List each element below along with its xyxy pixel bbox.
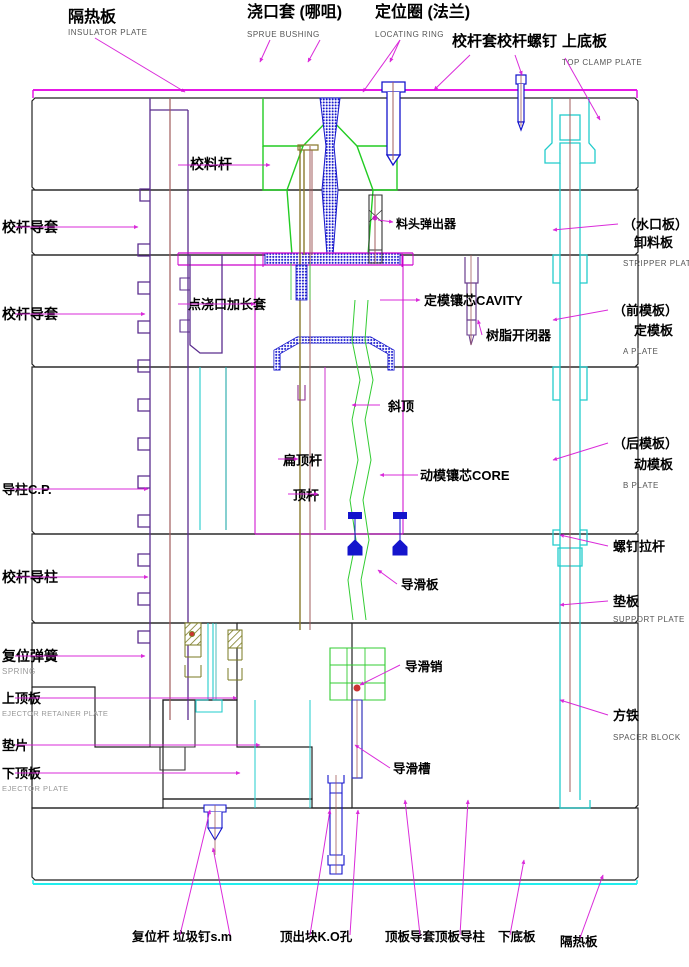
svg-text:树脂开闭器: 树脂开闭器 — [486, 328, 552, 343]
svg-text:STRIPPER PLATE: STRIPPER PLATE — [623, 259, 689, 268]
svg-text:定模镶芯CAVITY: 定模镶芯CAVITY — [423, 293, 523, 308]
svg-text:TOP CLAMP PLATE: TOP CLAMP PLATE — [562, 58, 642, 67]
svg-text:下底板: 下底板 — [498, 929, 536, 944]
svg-text:LOCATING RING: LOCATING RING — [375, 30, 444, 39]
svg-text:导滑板: 导滑板 — [401, 577, 439, 592]
svg-text:EJECTOR RETAINER PLATE: EJECTOR RETAINER PLATE — [2, 709, 108, 718]
svg-text:垫板: 垫板 — [613, 594, 640, 609]
svg-text:方铁: 方铁 — [613, 708, 639, 723]
svg-text:动模板: 动模板 — [634, 457, 674, 472]
svg-text:上底板: 上底板 — [562, 32, 608, 50]
svg-text:B PLATE: B PLATE — [623, 481, 659, 490]
svg-text:复位杆 垃圾钉s.m: 复位杆 垃圾钉s.m — [131, 929, 232, 944]
svg-text:导滑槽: 导滑槽 — [393, 761, 431, 776]
svg-text:顶板导套顶板导柱: 顶板导套顶板导柱 — [385, 929, 486, 944]
svg-text:定模板: 定模板 — [633, 323, 674, 338]
svg-text:SPRING: SPRING — [2, 667, 36, 676]
svg-text:料头弹出器: 料头弹出器 — [396, 216, 457, 231]
svg-text:斜顶: 斜顶 — [387, 399, 414, 414]
svg-text:浇口套 (哪咀): 浇口套 (哪咀) — [247, 2, 342, 21]
svg-text:（前模板）: （前模板） — [613, 303, 678, 318]
svg-text:校料杆: 校料杆 — [190, 156, 232, 172]
svg-text:A PLATE: A PLATE — [623, 347, 658, 356]
svg-text:INSULATOR PLATE: INSULATOR PLATE — [68, 28, 148, 37]
svg-text:隔热板: 隔热板 — [68, 7, 117, 26]
svg-text:SUPPORT PLATE: SUPPORT PLATE — [613, 615, 685, 624]
svg-text:校杆套: 校杆套 — [452, 32, 498, 50]
svg-text:卸料板: 卸料板 — [634, 235, 674, 250]
svg-text:导滑销: 导滑销 — [405, 659, 443, 674]
svg-text:顶出块K.O孔: 顶出块K.O孔 — [280, 929, 353, 944]
svg-text:（水口板）: （水口板） — [623, 217, 688, 232]
svg-text:隔热板: 隔热板 — [560, 934, 598, 949]
svg-text:校杆螺钉: 校杆螺钉 — [497, 32, 557, 50]
svg-text:螺钉拉杆: 螺钉拉杆 — [613, 539, 665, 554]
svg-text:动模镶芯CORE: 动模镶芯CORE — [420, 468, 510, 483]
svg-text:SPACER BLOCK: SPACER BLOCK — [613, 733, 681, 742]
svg-text:（后模板）: （后模板） — [613, 436, 678, 451]
svg-text:定位圈 (法兰): 定位圈 (法兰) — [374, 2, 470, 21]
svg-text:扁顶杆: 扁顶杆 — [283, 453, 322, 468]
svg-text:SPRUE BUSHING: SPRUE BUSHING — [247, 30, 320, 39]
svg-text:EJECTOR PLATE: EJECTOR PLATE — [2, 784, 69, 793]
svg-text:顶杆: 顶杆 — [293, 488, 319, 503]
